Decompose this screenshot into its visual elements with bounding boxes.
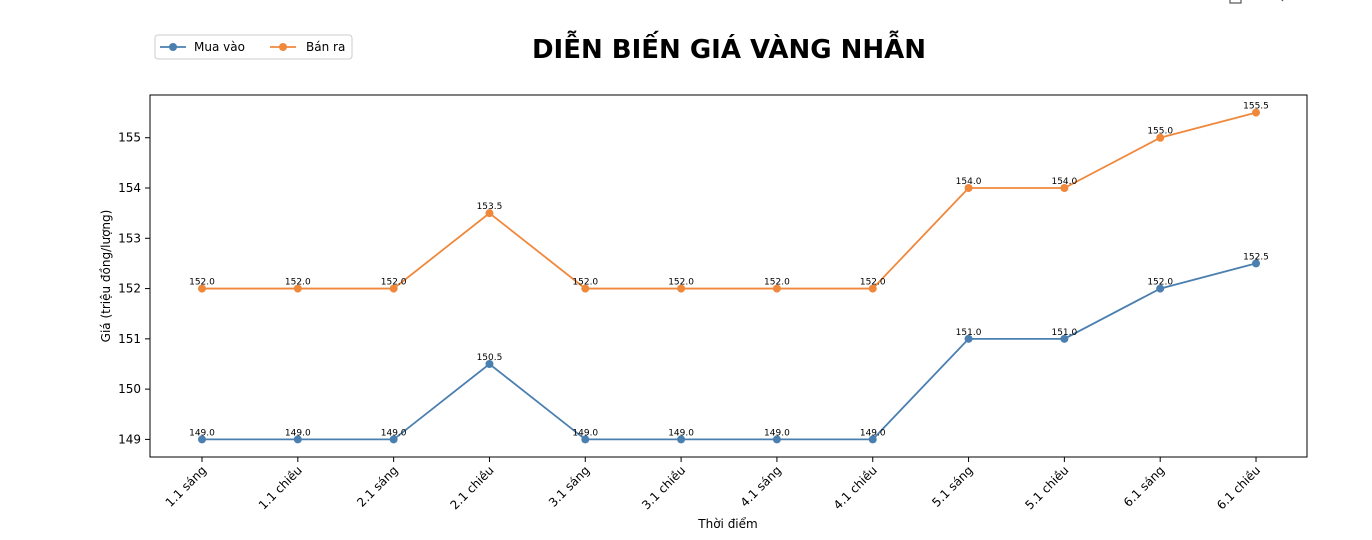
data-point [198,435,206,444]
data-point [581,284,590,293]
x-axis-label: Thời điểm [697,517,757,531]
x-tick-label: 1.1 sáng [163,463,209,509]
data-point [677,435,686,444]
y-tick-label: 155 [118,131,141,145]
series-line [202,111,1257,290]
data-label: 154.0 [1051,177,1077,187]
legend-label-ban-ra: Bán ra [306,40,345,54]
data-point [293,435,302,444]
legend-frame [154,34,353,60]
data-point [581,435,590,444]
data-label: 152.0 [572,278,598,288]
data-point [677,284,686,293]
data-point [772,284,781,293]
expand-icon[interactable] [1278,0,1284,2]
data-point [389,435,398,444]
x-tick-label: 1.1 chiều [256,463,305,512]
x-tick-label: 6.1 sáng [1121,463,1167,509]
data-label: 149.0 [381,428,407,438]
x-axis: 1.1 sáng 1.1 chiều 2.1 sáng 2.1 chiều 3.1 sá… [163,457,1263,512]
data-point [964,334,973,343]
chart-title: DIỄN BIẾN GIÁ VÀNG NHẪN [532,29,926,65]
x-tick-label: 3.1 sáng [546,463,592,509]
x-tick-label: 6.1 chiều [1214,463,1263,512]
series-mua-vao: 149.0 149.0 149.0 150.5 149.0 149.0 149.0 149.0… [189,252,1269,444]
x-tick-label: 5.1 sáng [929,463,975,509]
y-axis-label: Giá (triệu đồng/lượng) [99,210,113,343]
data-label: 151.0 [956,328,982,338]
data-point [772,435,781,444]
y-tick-label: 152 [118,282,141,296]
data-label: 152.0 [1147,278,1173,288]
data-label: 152.0 [860,278,886,288]
data-label: 150.5 [477,353,503,363]
x-tick-label: 4.1 chiều [831,463,880,512]
y-tick-label: 149 [118,432,141,446]
x-tick-label: 3.1 chiều [639,463,688,512]
legend-marker-mua-vao [169,43,177,51]
series-layer: 149.0 149.0 149.0 150.5 149.0 149.0 149.0 149.0… [189,102,1269,444]
y-tick-label: 151 [118,332,141,346]
data-label: 152.0 [381,278,407,288]
data-label: 149.0 [860,428,886,438]
legend: Mua vào Bán ra [154,34,353,60]
data-point [1252,108,1261,117]
data-label: 153.5 [477,202,503,212]
data-point [293,284,302,293]
data-point [485,209,494,218]
y-axis: 149 150 151 152 153 154 155 [118,131,150,446]
data-label: 149.0 [668,428,694,438]
data-point [389,284,398,293]
series-ban-ra: 152.0 152.0 152.0 153.5 152.0 152.0 152.0 152.0… [189,102,1269,293]
y-tick-label: 150 [118,382,141,396]
data-label: 155.0 [1147,127,1173,137]
data-label: 152.5 [1243,252,1269,262]
plot-area [149,94,1308,458]
x-tick-label: 4.1 sáng [738,463,784,509]
data-label: 155.5 [1243,102,1269,112]
data-point [485,359,494,368]
data-point [868,435,877,444]
toolbar-icons[interactable] [1229,0,1284,4]
data-label: 151.0 [1051,328,1077,338]
data-label: 149.0 [764,428,790,438]
legend-marker-ban-ra [279,43,287,51]
series-line [202,262,1257,441]
data-label: 152.0 [764,278,790,288]
x-tick-label: 5.1 chiều [1022,463,1071,512]
data-point [1060,334,1069,343]
data-label: 152.0 [668,278,694,288]
legend-label-mua-vao: Mua vào [194,40,245,54]
data-label: 152.0 [285,278,311,288]
y-tick-label: 153 [118,231,141,245]
x-tick-label: 2.1 chiều [447,463,496,512]
data-point [868,284,877,293]
x-tick-label: 2.1 sáng [354,463,400,509]
data-point [964,184,973,193]
save-icon[interactable] [1229,0,1242,4]
data-point [1156,133,1165,142]
data-point [198,284,206,293]
data-label: 154.0 [956,177,982,187]
data-label: 149.0 [572,428,598,438]
data-label: 152.0 [189,278,215,288]
data-point [1156,284,1165,293]
data-label: 149.0 [189,428,215,438]
y-tick-label: 154 [118,181,141,195]
data-point [1060,184,1069,193]
data-point [1252,259,1261,268]
data-label: 149.0 [285,428,311,438]
